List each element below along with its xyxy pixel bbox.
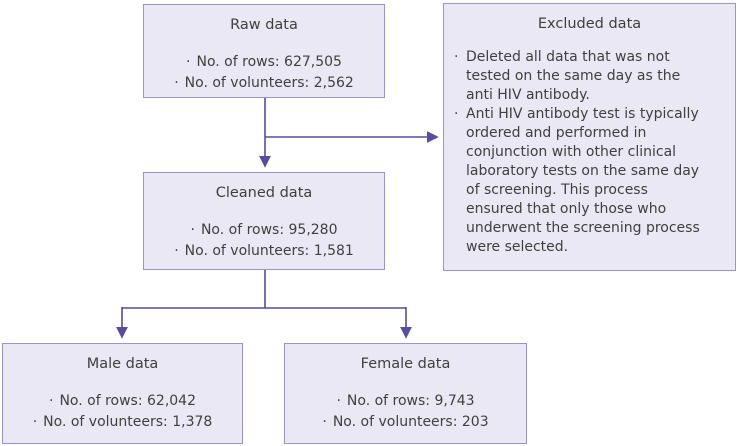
raw-rows-value: No. of rows: 627,505: [196, 54, 342, 70]
raw-data-box: Raw data · No. of rows: 627,505 · No. of v…: [143, 4, 385, 98]
male-volunteers-value: No. of volunteers: 1,378: [43, 414, 213, 430]
bullet-dot: ·: [48, 393, 54, 409]
bullet-dot: ·: [186, 54, 191, 70]
excluded-note-2-text: Anti HIV antibody test is typically orde…: [466, 106, 700, 255]
excluded-note-1-text: Deleted all data that was not tested on …: [466, 49, 681, 103]
male-data-title: Male data: [86, 356, 159, 372]
raw-data-title: Raw data: [230, 17, 298, 33]
cleaned-data-stats: · No. of rows: 95,280 · No. of volunteers:…: [144, 220, 384, 262]
male-rows-stat: · No. of rows: 62,042: [3, 391, 242, 412]
bullet-dot: ·: [190, 222, 195, 238]
cleaned-data-title: Cleaned data: [215, 185, 313, 201]
excluded-data-notes: · Deleted all data that was not tested on…: [444, 48, 735, 257]
excluded-note-2: · Anti HIV antibody test is typically ord…: [454, 105, 735, 257]
raw-data-stats: · No. of rows: 627,505 · No. of volunteers…: [144, 52, 384, 94]
excluded-data-title: Excluded data: [537, 16, 642, 32]
bullet-dot: ·: [322, 414, 327, 430]
bullet-dot: ·: [454, 49, 459, 65]
female-data-box: Female data · No. of rows: 9,743 · No. of …: [284, 343, 527, 444]
cleaned-rows-value: No. of rows: 95,280: [200, 222, 338, 238]
excluded-note-1: · Deleted all data that was not tested on…: [454, 48, 735, 105]
bullet-dot: ·: [174, 243, 179, 259]
female-rows-stat: · No. of rows: 9,743: [285, 391, 526, 412]
cleaned-data-box: Cleaned data · No. of rows: 95,280 · No. o…: [143, 172, 385, 270]
bullet-dot: ·: [32, 414, 38, 430]
female-volunteers-stat: · No. of volunteers: 203: [285, 412, 526, 433]
male-data-stats: · No. of rows: 62,042 · No. of volunteers:…: [3, 391, 242, 433]
cleaned-rows-stat: · No. of rows: 95,280: [144, 220, 384, 241]
male-volunteers-stat: · No. of volunteers: 1,378: [3, 412, 242, 433]
raw-volunteers-value: No. of volunteers: 2,562: [184, 75, 354, 91]
male-rows-value: No. of rows: 62,042: [59, 393, 196, 409]
cleaned-volunteers-stat: · No. of volunteers: 1,581: [144, 241, 384, 262]
female-data-title: Female data: [360, 356, 451, 372]
cleaned-volunteers-value: No. of volunteers: 1,581: [184, 243, 354, 259]
raw-rows-stat: · No. of rows: 627,505: [144, 52, 384, 73]
female-data-stats: · No. of rows: 9,743 · No. of volunteers: …: [285, 391, 526, 433]
female-volunteers-value: No. of volunteers: 203: [332, 414, 489, 430]
raw-volunteers-stat: · No. of volunteers: 2,562: [144, 73, 384, 94]
bullet-dot: ·: [454, 106, 459, 122]
female-rows-value: No. of rows: 9,743: [346, 393, 475, 409]
excluded-data-box: Excluded data · Deleted all data that was…: [443, 3, 736, 271]
bullet-dot: ·: [174, 75, 179, 91]
bullet-dot: ·: [336, 393, 341, 409]
male-data-box: Male data · No. of rows: 62,042 · No. of v…: [2, 343, 243, 444]
